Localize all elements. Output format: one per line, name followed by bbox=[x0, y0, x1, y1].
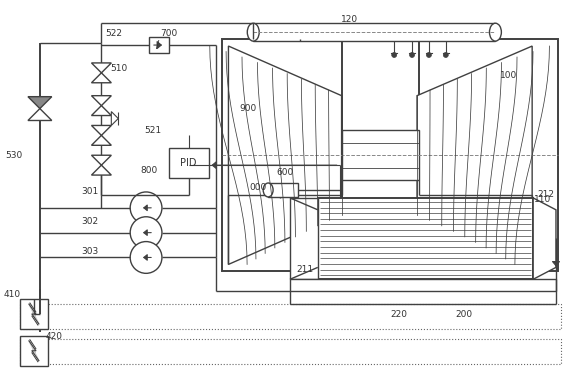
Text: 110: 110 bbox=[534, 196, 552, 204]
Polygon shape bbox=[91, 63, 111, 73]
Text: 200: 200 bbox=[455, 309, 472, 319]
Circle shape bbox=[130, 192, 162, 224]
Text: 100: 100 bbox=[500, 71, 517, 81]
Text: 302: 302 bbox=[81, 217, 98, 226]
Polygon shape bbox=[91, 135, 111, 145]
Text: 000: 000 bbox=[250, 184, 267, 193]
Text: PID: PID bbox=[180, 158, 197, 168]
Polygon shape bbox=[417, 46, 532, 265]
Bar bbox=[253, 23, 495, 41]
Circle shape bbox=[130, 217, 162, 249]
Bar bbox=[149, 37, 169, 53]
Polygon shape bbox=[91, 96, 111, 106]
Ellipse shape bbox=[490, 23, 501, 41]
Text: 410: 410 bbox=[3, 290, 21, 299]
Polygon shape bbox=[91, 73, 111, 83]
Text: 700: 700 bbox=[160, 29, 177, 37]
Polygon shape bbox=[91, 125, 111, 135]
Text: 800: 800 bbox=[141, 165, 158, 175]
Text: 212: 212 bbox=[537, 190, 554, 200]
Bar bbox=[318, 198, 533, 279]
Bar bbox=[419, 39, 558, 271]
Text: 211: 211 bbox=[296, 265, 313, 274]
Bar bbox=[20, 299, 48, 329]
Circle shape bbox=[130, 242, 162, 273]
Bar bbox=[20, 304, 561, 329]
Bar bbox=[20, 336, 48, 366]
Circle shape bbox=[391, 53, 397, 58]
Text: 303: 303 bbox=[81, 247, 98, 256]
Polygon shape bbox=[290, 198, 318, 279]
Bar bbox=[342, 131, 419, 180]
Text: 522: 522 bbox=[105, 29, 122, 37]
Text: /: / bbox=[156, 40, 160, 50]
Text: 600: 600 bbox=[277, 168, 294, 177]
Text: 120: 120 bbox=[341, 15, 358, 24]
Polygon shape bbox=[91, 106, 111, 115]
Text: 220: 220 bbox=[391, 309, 408, 319]
Ellipse shape bbox=[247, 23, 259, 41]
Polygon shape bbox=[533, 198, 556, 279]
Text: 530: 530 bbox=[5, 151, 23, 160]
Polygon shape bbox=[29, 304, 39, 324]
Polygon shape bbox=[28, 97, 52, 109]
Bar bbox=[169, 148, 208, 178]
Text: 301: 301 bbox=[81, 187, 98, 197]
Circle shape bbox=[410, 53, 414, 58]
Bar bbox=[20, 339, 561, 364]
Circle shape bbox=[426, 53, 432, 58]
Circle shape bbox=[443, 53, 448, 58]
Bar bbox=[268, 183, 298, 197]
Polygon shape bbox=[91, 155, 111, 165]
Polygon shape bbox=[228, 46, 342, 265]
Bar bbox=[223, 39, 342, 271]
Ellipse shape bbox=[263, 183, 273, 197]
Text: 521: 521 bbox=[145, 126, 161, 135]
Polygon shape bbox=[28, 109, 52, 121]
Polygon shape bbox=[29, 341, 39, 361]
Text: 420: 420 bbox=[45, 332, 62, 341]
Polygon shape bbox=[111, 112, 118, 125]
Text: 510: 510 bbox=[111, 65, 128, 73]
Polygon shape bbox=[91, 165, 111, 175]
Text: 900: 900 bbox=[240, 104, 257, 113]
Bar bbox=[290, 279, 556, 291]
